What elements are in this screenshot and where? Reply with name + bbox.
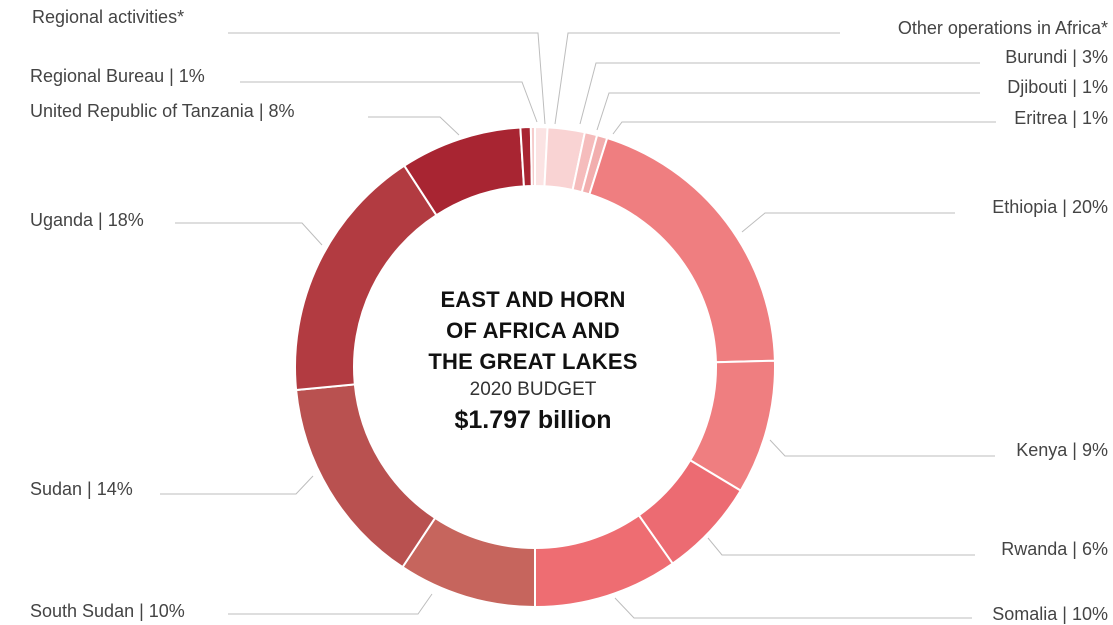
- leader-line: [596, 92, 980, 131]
- slice-label: Ethiopia | 20%: [992, 197, 1108, 217]
- center-title-line-2: OF AFRICA AND: [446, 318, 620, 343]
- slice-label: Sudan | 14%: [30, 479, 133, 499]
- slice-label: Regional Bureau | 1%: [30, 66, 205, 86]
- slice-label: Regional activities*: [32, 7, 184, 27]
- leader-line: [240, 81, 538, 123]
- slice-labels: Regional activities* Other operations in …: [30, 7, 1108, 624]
- slice-label: Rwanda | 6%: [1001, 539, 1108, 559]
- leader-line: [368, 116, 460, 136]
- leader-line: [769, 439, 995, 457]
- center-amount: $1.797 billion: [454, 406, 612, 434]
- leader-line: [175, 222, 323, 246]
- leader-line: [612, 121, 996, 135]
- slice-label: Kenya | 9%: [1016, 440, 1108, 460]
- slice-label: Djibouti | 1%: [1007, 77, 1108, 97]
- donut-center-text: EAST AND HORN OF AFRICA AND THE GREAT LA…: [383, 284, 683, 437]
- leader-line: [228, 593, 433, 615]
- leader-line: [228, 32, 546, 125]
- slice-label: United Republic of Tanzania | 8%: [30, 101, 295, 121]
- slice-label: Eritrea | 1%: [1014, 108, 1108, 128]
- slice-label: South Sudan | 10%: [30, 601, 185, 621]
- donut-slices: [294, 125, 776, 609]
- leader-line: [614, 597, 972, 619]
- leader-line: [554, 32, 840, 125]
- slice-label: Uganda | 18%: [30, 210, 144, 230]
- slice-label: Somalia | 10%: [992, 604, 1108, 624]
- slice-label: Other operations in Africa*: [898, 18, 1108, 38]
- center-title-line-1: EAST AND HORN: [440, 287, 626, 312]
- leader-line: [579, 62, 980, 125]
- leader-line: [160, 475, 314, 495]
- center-subtitle: 2020 BUDGET: [469, 379, 597, 400]
- center-title-line-3: THE GREAT LAKES: [428, 349, 638, 374]
- leader-line: [741, 212, 955, 233]
- leader-line: [707, 537, 975, 556]
- slice-label: Burundi | 3%: [1005, 47, 1108, 67]
- leader-lines: [160, 32, 996, 619]
- donut-slice: [529, 125, 536, 188]
